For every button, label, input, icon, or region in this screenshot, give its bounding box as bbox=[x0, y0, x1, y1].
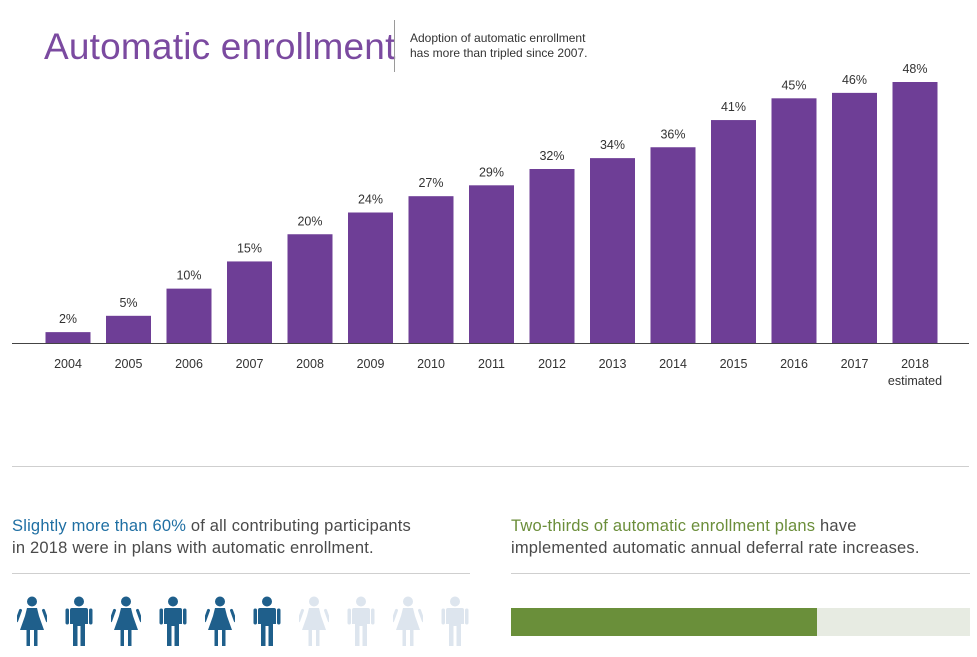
section-divider bbox=[12, 466, 969, 467]
stat-left-line-2: in 2018 were in plans with automatic enr… bbox=[12, 539, 374, 557]
data-label-2015: 41% bbox=[721, 100, 746, 114]
bar-2013 bbox=[590, 158, 635, 343]
bar-2010 bbox=[408, 196, 454, 343]
data-label-2009: 24% bbox=[358, 193, 383, 207]
stat-left-highlight: Slightly more than 60% bbox=[12, 517, 187, 535]
data-label-2006: 10% bbox=[176, 269, 201, 283]
x-tick-label-2015: 2015 bbox=[720, 357, 748, 371]
female-person-icon bbox=[15, 596, 49, 648]
bar-2014 bbox=[650, 147, 696, 343]
x-tick-label-2018: 2018 bbox=[901, 357, 929, 371]
data-label-2011: 29% bbox=[479, 165, 504, 179]
x-tick-label-2008: 2008 bbox=[296, 357, 324, 371]
female-person-icon bbox=[391, 596, 425, 648]
chart-subtitle: Adoption of automatic enrollment has mor… bbox=[410, 31, 650, 61]
stat-right-divider bbox=[511, 573, 970, 574]
subtitle-line-2: has more than tripled since 2007. bbox=[410, 46, 588, 60]
x-tick-label-2006: 2006 bbox=[175, 357, 203, 371]
bar-2009 bbox=[348, 212, 393, 343]
bar-2011 bbox=[469, 185, 514, 343]
stat-left-rest: of all contributing participants bbox=[186, 517, 411, 535]
stat-left-divider bbox=[12, 573, 470, 574]
data-label-2008: 20% bbox=[297, 214, 322, 228]
x-tick-sublabel-2018: estimated bbox=[888, 374, 942, 388]
stat-right-text: Two-thirds of automatic enrollment plans… bbox=[511, 515, 920, 559]
female-person-icon bbox=[109, 596, 143, 648]
data-label-2016: 45% bbox=[781, 78, 806, 92]
data-label-2018: 48% bbox=[902, 62, 927, 76]
bar-2018 bbox=[892, 82, 938, 343]
stat-right-line-2: implemented automatic annual deferral ra… bbox=[511, 539, 920, 557]
deferral-progress-bar bbox=[511, 608, 970, 636]
x-tick-label-2007: 2007 bbox=[236, 357, 264, 371]
bar-2007 bbox=[227, 261, 272, 343]
data-label-2017: 46% bbox=[842, 73, 867, 87]
bar-2008 bbox=[287, 234, 333, 343]
bar-2006 bbox=[166, 288, 212, 343]
bar-2012 bbox=[529, 169, 575, 343]
participant-icons-row bbox=[12, 596, 472, 648]
stat-right-highlight: Two-thirds of automatic enrollment plans bbox=[511, 517, 816, 535]
female-person-icon bbox=[297, 596, 331, 648]
stat-right-rest: have bbox=[815, 517, 857, 535]
x-tick-label-2012: 2012 bbox=[538, 357, 566, 371]
title-divider bbox=[394, 20, 395, 72]
data-label-2004: 2% bbox=[59, 312, 77, 326]
data-label-2012: 32% bbox=[539, 149, 564, 163]
data-label-2013: 34% bbox=[600, 138, 625, 152]
male-person-icon bbox=[64, 596, 94, 648]
bar-2005 bbox=[106, 315, 151, 343]
x-tick-label-2010: 2010 bbox=[417, 357, 445, 371]
x-tick-label-2016: 2016 bbox=[780, 357, 808, 371]
female-person-icon bbox=[203, 596, 237, 648]
x-tick-label-2014: 2014 bbox=[659, 357, 687, 371]
x-tick-label-2005: 2005 bbox=[115, 357, 143, 371]
subtitle-line-1: Adoption of automatic enrollment bbox=[410, 31, 586, 45]
male-person-icon bbox=[346, 596, 376, 648]
stat-left-text: Slightly more than 60% of all contributi… bbox=[12, 515, 411, 559]
bar-2016 bbox=[771, 98, 817, 343]
male-person-icon bbox=[252, 596, 282, 648]
male-person-icon bbox=[158, 596, 188, 648]
x-tick-label-2004: 2004 bbox=[54, 357, 82, 371]
bar-2004 bbox=[45, 332, 91, 343]
x-tick-label-2011: 2011 bbox=[478, 357, 505, 371]
male-person-icon bbox=[440, 596, 470, 648]
x-tick-label-2013: 2013 bbox=[599, 357, 627, 371]
x-tick-label-2009: 2009 bbox=[357, 357, 385, 371]
data-label-2014: 36% bbox=[660, 127, 685, 141]
bar-2015 bbox=[711, 120, 756, 343]
chart-title: Automatic enrollment bbox=[44, 26, 396, 67]
bar-2017 bbox=[832, 92, 877, 343]
deferral-progress-fill bbox=[511, 608, 818, 636]
x-tick-label-2017: 2017 bbox=[841, 357, 869, 371]
data-label-2010: 27% bbox=[418, 176, 443, 190]
data-label-2007: 15% bbox=[237, 241, 262, 255]
data-label-2005: 5% bbox=[119, 296, 137, 310]
bar-chart: 2% 2004 5% 2005 10% 2006 15% 2007 20% 2008 24% 2009… bbox=[12, 62, 969, 388]
